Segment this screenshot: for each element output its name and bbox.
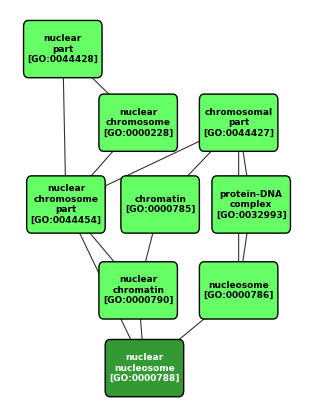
Text: chromosomal
part
[GO:0044427]: chromosomal part [GO:0044427] <box>203 108 274 137</box>
FancyBboxPatch shape <box>121 176 199 233</box>
FancyBboxPatch shape <box>99 262 177 319</box>
FancyBboxPatch shape <box>199 94 278 151</box>
FancyBboxPatch shape <box>105 339 184 397</box>
Text: nuclear
chromosome
part
[GO:0044454]: nuclear chromosome part [GO:0044454] <box>30 184 101 225</box>
Text: nucleosome
[GO:0000786]: nucleosome [GO:0000786] <box>203 281 274 300</box>
Text: nuclear
chromatin
[GO:0000790]: nuclear chromatin [GO:0000790] <box>103 276 173 305</box>
Text: protein-DNA
complex
[GO:0032993]: protein-DNA complex [GO:0032993] <box>216 190 287 219</box>
FancyBboxPatch shape <box>24 20 102 78</box>
Text: nuclear
nucleosome
[GO:0000788]: nuclear nucleosome [GO:0000788] <box>109 353 180 383</box>
Text: chromatin
[GO:0000785]: chromatin [GO:0000785] <box>125 195 195 214</box>
FancyBboxPatch shape <box>199 262 278 319</box>
FancyBboxPatch shape <box>27 176 105 233</box>
Text: nuclear
part
[GO:0044428]: nuclear part [GO:0044428] <box>27 34 98 64</box>
FancyBboxPatch shape <box>212 176 290 233</box>
FancyBboxPatch shape <box>99 94 177 151</box>
Text: nuclear
chromosome
[GO:0000228]: nuclear chromosome [GO:0000228] <box>103 108 173 137</box>
